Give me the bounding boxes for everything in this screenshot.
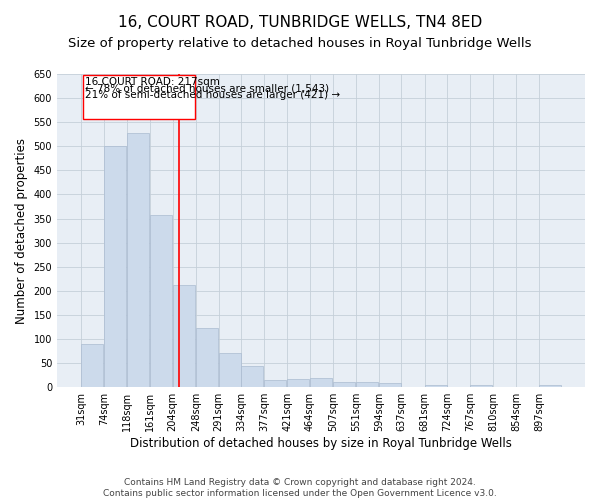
Bar <box>104 146 126 387</box>
Bar <box>356 382 378 387</box>
Bar <box>241 366 263 387</box>
Bar <box>150 214 172 387</box>
Text: 16 COURT ROAD: 217sqm: 16 COURT ROAD: 217sqm <box>85 78 220 88</box>
Bar <box>196 328 218 387</box>
Text: ← 78% of detached houses are smaller (1,543): ← 78% of detached houses are smaller (1,… <box>85 84 329 94</box>
Bar <box>310 378 332 387</box>
Text: Contains HM Land Registry data © Crown copyright and database right 2024.
Contai: Contains HM Land Registry data © Crown c… <box>103 478 497 498</box>
Bar <box>173 284 194 387</box>
Bar <box>81 344 103 387</box>
Text: Size of property relative to detached houses in Royal Tunbridge Wells: Size of property relative to detached ho… <box>68 38 532 51</box>
Bar <box>425 385 447 387</box>
Bar <box>287 378 310 387</box>
FancyBboxPatch shape <box>83 75 195 119</box>
Y-axis label: Number of detached properties: Number of detached properties <box>15 138 28 324</box>
Bar <box>127 133 149 387</box>
X-axis label: Distribution of detached houses by size in Royal Tunbridge Wells: Distribution of detached houses by size … <box>130 437 512 450</box>
Bar <box>333 382 355 387</box>
Bar <box>539 385 561 387</box>
Text: 21% of semi-detached houses are larger (421) →: 21% of semi-detached houses are larger (… <box>85 90 340 100</box>
Text: 16, COURT ROAD, TUNBRIDGE WELLS, TN4 8ED: 16, COURT ROAD, TUNBRIDGE WELLS, TN4 8ED <box>118 15 482 30</box>
Bar <box>264 380 286 387</box>
Bar <box>379 384 401 387</box>
Bar <box>218 354 241 387</box>
Bar <box>470 385 492 387</box>
